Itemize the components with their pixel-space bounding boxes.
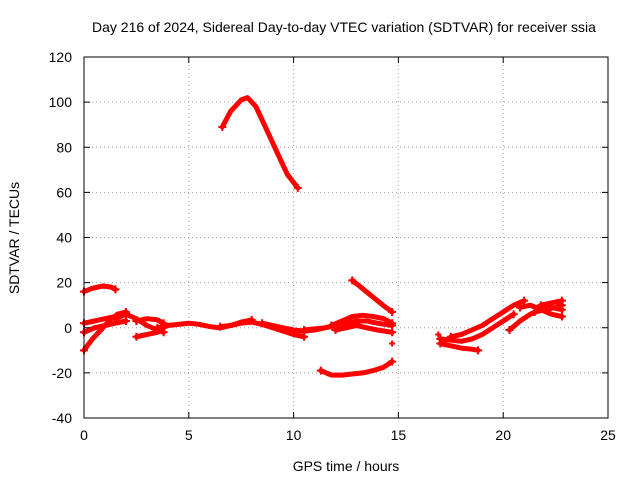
- series-point-marker: [536, 301, 545, 310]
- series-point-marker: [111, 285, 120, 294]
- series-point-marker: [132, 316, 141, 325]
- series-point-marker: [520, 296, 529, 305]
- series-point-marker: [327, 321, 336, 330]
- grid-lines: [84, 57, 608, 418]
- series-point-marker: [218, 122, 227, 131]
- axis-ticks: [83, 56, 609, 419]
- series-point-marker: [348, 276, 357, 285]
- tick-labels: -40 -20 0 20 40 60 80 100 120 0 5 10 15 20 25: [49, 49, 616, 443]
- series-point-marker: [530, 307, 539, 316]
- series-arc-late-6: [532, 302, 565, 315]
- series-point-marker: [216, 322, 225, 331]
- series-arc-high-peak: [219, 95, 301, 191]
- x-tick-label: 0: [80, 427, 88, 443]
- plot-frame: [83, 56, 609, 419]
- series-arc-mid-9: [333, 323, 395, 335]
- isolated-point: [389, 340, 396, 347]
- series-point-marker: [436, 335, 445, 344]
- data-series: [80, 95, 566, 378]
- series-arc-negative: [318, 359, 395, 378]
- series-point-marker: [557, 312, 566, 321]
- series-arc-mid-3: [133, 316, 167, 326]
- series-point-marker: [388, 328, 397, 337]
- series-arc-mid-2: [133, 325, 167, 340]
- series-point-marker: [300, 326, 309, 335]
- series-point-marker: [505, 326, 514, 335]
- x-tick-label: 15: [391, 427, 407, 443]
- series-point-marker: [121, 316, 130, 325]
- y-tick-label: -20: [52, 365, 72, 381]
- x-axis-label: GPS time / hours: [293, 458, 400, 474]
- series-point-marker: [474, 346, 483, 355]
- series-point-marker: [293, 183, 302, 192]
- series-point-marker: [509, 310, 518, 319]
- y-tick-label: 40: [56, 230, 72, 246]
- y-tick-label: 80: [56, 139, 72, 155]
- y-tick-label: 60: [56, 184, 72, 200]
- series-point-marker: [446, 332, 455, 341]
- series-arc-early-upper: [81, 283, 118, 295]
- series-point-marker: [132, 332, 141, 341]
- series-arc-descending: [349, 277, 395, 315]
- x-tick-label: 25: [600, 427, 616, 443]
- isolated-point: [435, 331, 442, 338]
- series-arc-late-2: [437, 311, 517, 344]
- series-point-marker: [388, 319, 397, 328]
- series-point-marker: [388, 357, 397, 366]
- x-tick-label: 10: [286, 427, 302, 443]
- series-point-marker: [388, 307, 397, 316]
- series-point-marker: [258, 319, 267, 328]
- y-tick-label: 20: [56, 275, 72, 291]
- series-point-marker: [153, 323, 162, 332]
- y-axis-label: SDTVAR / TECUs: [6, 182, 22, 294]
- series-point-marker: [316, 366, 325, 375]
- series-point-marker: [557, 296, 566, 305]
- y-tick-label: -40: [52, 410, 72, 426]
- series-point-marker: [515, 303, 524, 312]
- y-tick-label: 100: [49, 94, 73, 110]
- series-arc-late-3: [448, 298, 527, 340]
- series-point-marker: [111, 314, 120, 323]
- y-tick-label: 0: [64, 320, 72, 336]
- series-arc-mid-7: [301, 318, 395, 333]
- series-point-marker: [300, 332, 309, 341]
- series-point-marker: [331, 326, 340, 335]
- x-tick-label: 20: [495, 427, 511, 443]
- x-tick-label: 5: [185, 427, 193, 443]
- chart-title: Day 216 of 2024, Sidereal Day-to-day VTE…: [92, 19, 596, 35]
- series-arc-early-low: [81, 318, 129, 335]
- series-arc-late-1: [437, 341, 481, 353]
- series-arc-mid-8: [328, 312, 395, 328]
- y-tick-label: 120: [49, 49, 73, 65]
